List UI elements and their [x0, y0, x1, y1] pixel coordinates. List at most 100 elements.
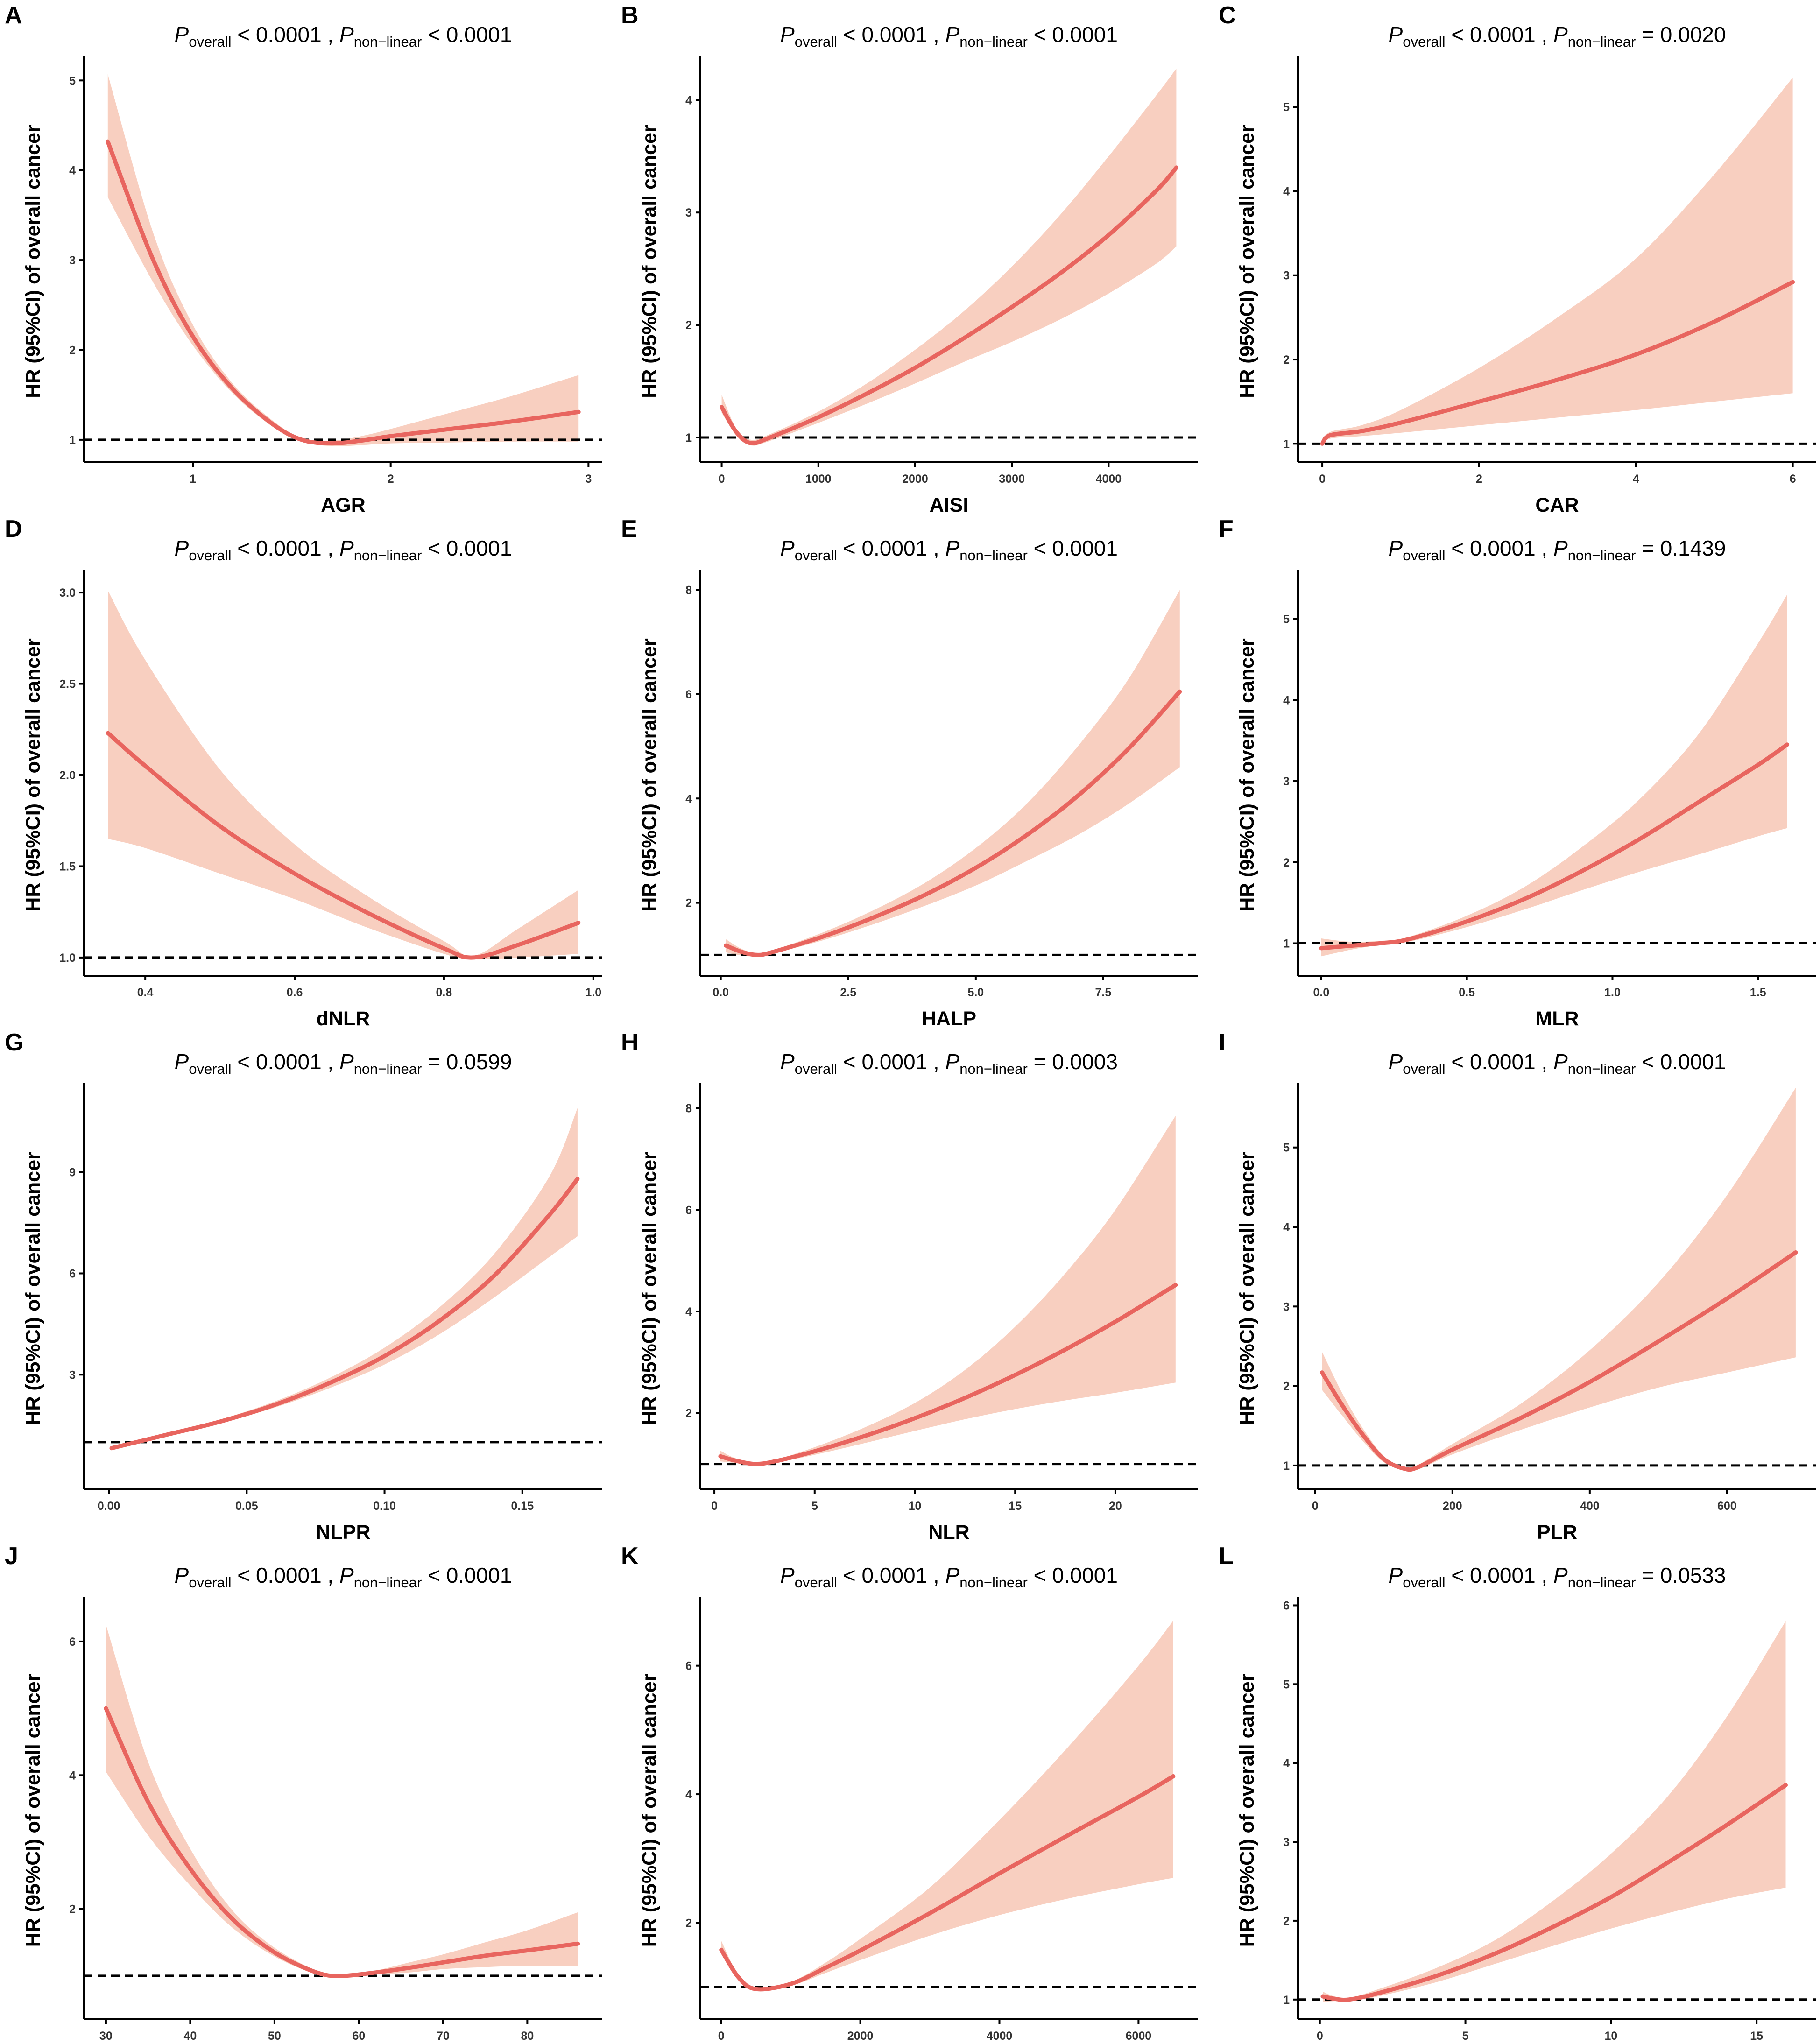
hr-curve: [719, 1774, 1176, 1992]
y-tick-label: 3.0: [59, 586, 76, 599]
y-axis-title: HR (95%CI) of overall cancer: [1236, 638, 1258, 912]
y-tick-label: 3: [1283, 1836, 1290, 1849]
y-tick-label: 3: [685, 206, 692, 219]
y-tick-label: 3: [1283, 775, 1290, 788]
y-tick-label: 2: [685, 1917, 692, 1930]
y-axis-title: HR (95%CI) of overall cancer: [1236, 1674, 1258, 1947]
panel-label-g: G: [5, 1029, 23, 1056]
y-tick-label: 1: [1283, 437, 1290, 451]
x-tick-label: 2: [1476, 472, 1482, 486]
panel-h: H Poverall < 0.0001 , Pnon−linear = 0.000…: [621, 1029, 1198, 1544]
y-tick-label: 4: [1283, 1757, 1290, 1770]
x-tick-label: 15: [1750, 2030, 1763, 2043]
confidence-band: [721, 1621, 1173, 1991]
x-tick-label: 4000: [987, 2030, 1013, 2043]
y-tick-label: 2: [1283, 1380, 1290, 1393]
panel-j: J Poverall < 0.0001 , Pnon−linear < 0.000…: [5, 1543, 602, 2043]
y-tick-label: 6: [69, 1267, 76, 1280]
y-tick-label: 3: [69, 1368, 76, 1381]
hr-curve: [1319, 742, 1790, 951]
y-axis-title: HR (95%CI) of overall cancer: [1236, 1152, 1258, 1425]
x-tick-label: 0.10: [373, 1500, 396, 1513]
x-tick-label: 10: [1604, 2030, 1617, 2043]
x-tick-label: 3000: [999, 472, 1025, 486]
x-tick-label: 2000: [902, 472, 928, 486]
p-value-title: Poverall < 0.0001 , Pnon−linear = 0.0003: [780, 1050, 1118, 1077]
panel-label-f: F: [1219, 515, 1234, 543]
x-tick-label: 20: [1109, 1500, 1122, 1513]
y-tick-label: 9: [69, 1166, 76, 1179]
hr-curve: [106, 731, 581, 960]
y-tick-label: 1: [69, 434, 76, 447]
p-value-title: Poverall < 0.0001 , Pnon−linear < 0.0001: [780, 536, 1118, 564]
hr-curve: [1320, 280, 1795, 446]
x-tick-label: 30: [99, 2030, 113, 2043]
y-tick-label: 5: [1283, 1142, 1290, 1155]
x-tick-label: 0: [711, 1500, 718, 1513]
x-tick-label: 0.0: [1313, 986, 1330, 999]
x-tick-label: 0.05: [235, 1500, 258, 1513]
x-tick-label: 1.5: [1750, 986, 1766, 999]
y-axis-title: HR (95%CI) of overall cancer: [22, 1152, 44, 1425]
hr-curve: [718, 1283, 1178, 1466]
x-axis-title: dNLR: [317, 1008, 370, 1030]
panel-d: D Poverall < 0.0001 , Pnon−linear < 0.000…: [5, 515, 602, 1030]
x-tick-label: 0.15: [511, 1500, 534, 1513]
x-tick-label: 0.6: [287, 986, 303, 999]
x-tick-label: 2.5: [840, 986, 856, 999]
y-tick-label: 2: [1283, 353, 1290, 367]
y-axis-title: HR (95%CI) of overall cancer: [22, 638, 44, 912]
x-tick-label: 50: [268, 2030, 281, 2043]
x-tick-label: 4000: [1096, 472, 1122, 486]
x-tick-label: 1.0: [1604, 986, 1621, 999]
p-value-title: Poverall < 0.0001 , Pnon−linear = 0.0020: [1389, 22, 1726, 50]
confidence-band: [108, 591, 578, 960]
panel-label-h: H: [621, 1029, 639, 1056]
y-tick-label: 1.5: [59, 860, 76, 873]
panel-label-l: L: [1219, 1543, 1234, 1570]
x-tick-label: 10: [909, 1500, 922, 1513]
y-tick-label: 4: [1283, 694, 1290, 707]
hr-curve: [106, 139, 581, 446]
hr-curve: [724, 689, 1182, 957]
panel-label-j: J: [5, 1543, 18, 1570]
y-axis-title: HR (95%CI) of overall cancer: [1236, 125, 1258, 398]
y-tick-label: 5: [1283, 101, 1290, 114]
x-axis-title: CAR: [1535, 494, 1579, 516]
confidence-band: [726, 590, 1180, 957]
confidence-band: [112, 1108, 578, 1449]
x-tick-label: 4: [1633, 472, 1639, 486]
y-axis-title: HR (95%CI) of overall cancer: [22, 1674, 44, 1947]
y-tick-label: 4: [69, 164, 76, 177]
panel-b: B Poverall < 0.0001 , Pnon−linear < 0.000…: [621, 2, 1198, 516]
y-tick-label: 6: [685, 1660, 692, 1673]
panel-c: C Poverall < 0.0001 , Pnon−linear = 0.002…: [1219, 2, 1816, 516]
y-tick-label: 2: [1283, 856, 1290, 869]
panel-a: A Poverall < 0.0001 , Pnon−linear < 0.000…: [5, 2, 602, 516]
y-tick-label: 3: [1283, 269, 1290, 282]
y-tick-label: 5: [69, 74, 76, 87]
p-value-title: Poverall < 0.0001 , Pnon−linear = 0.1439: [1389, 536, 1726, 564]
confidence-band: [1322, 1088, 1796, 1472]
y-tick-label: 5: [1283, 1678, 1290, 1691]
x-tick-label: 40: [184, 2030, 197, 2043]
y-axis-title: HR (95%CI) of overall cancer: [638, 1152, 661, 1425]
hr-curve: [720, 165, 1178, 445]
y-tick-label: 6: [1283, 1599, 1290, 1612]
x-tick-label: 0.5: [1459, 986, 1475, 999]
x-tick-label: 5.0: [967, 986, 984, 999]
x-tick-label: 15: [1009, 1500, 1022, 1513]
x-tick-label: 2: [388, 472, 394, 486]
panel-i: I Poverall < 0.0001 , Pnon−linear < 0.000…: [1219, 1029, 1816, 1544]
y-tick-label: 2: [685, 897, 692, 910]
x-tick-label: 3: [585, 472, 592, 486]
p-value-title: Poverall < 0.0001 , Pnon−linear < 0.0001: [1389, 1050, 1726, 1077]
x-tick-label: 6000: [1126, 2030, 1152, 2043]
p-value-title: Poverall < 0.0001 , Pnon−linear < 0.0001: [175, 536, 512, 564]
x-axis-title: NLR: [928, 1521, 969, 1544]
x-tick-label: 600: [1717, 1500, 1737, 1513]
y-tick-label: 6: [685, 688, 692, 701]
p-value-title: Poverall < 0.0001 , Pnon−linear = 0.0533: [1389, 1563, 1726, 1591]
y-tick-label: 4: [69, 1769, 76, 1782]
